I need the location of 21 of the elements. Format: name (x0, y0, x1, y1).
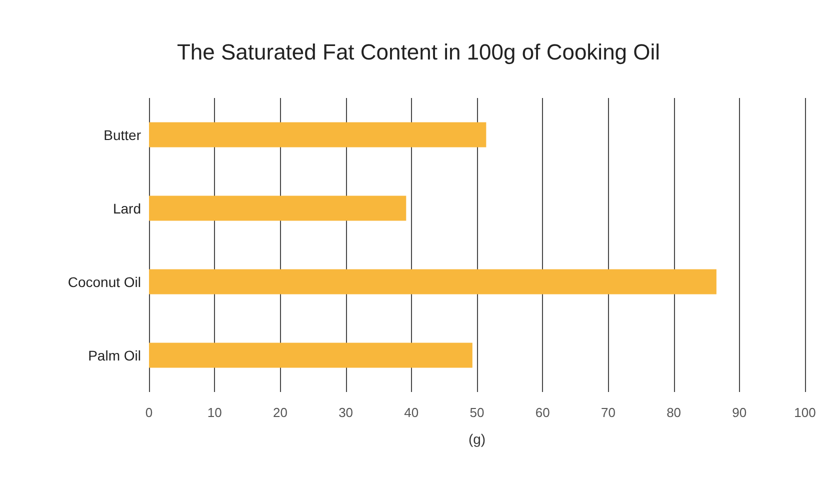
x-tick-label: 90 (732, 405, 747, 420)
bar (149, 196, 406, 221)
x-tick-label: 80 (666, 405, 682, 420)
x-tick-label: 20 (272, 405, 288, 420)
x-tick-label: 10 (207, 405, 222, 420)
x-axis-title: (g) (468, 431, 486, 447)
y-tick-label: Butter (104, 126, 142, 143)
chart-title: The Saturated Fat Content in 100g of Cooking Oil (176, 40, 660, 64)
x-tick-label: 50 (470, 405, 484, 420)
y-tick-label: Coconut Oil (68, 274, 141, 290)
x-tick-label: 40 (404, 405, 419, 420)
bar (149, 122, 486, 148)
x-tick-label: 70 (600, 405, 616, 420)
bar (149, 269, 716, 294)
x-tick-label: 100 (794, 405, 816, 420)
y-tick-label: Lard (112, 200, 141, 216)
y-tick-label: Palm Oil (88, 347, 141, 364)
bar (149, 342, 472, 368)
x-tick-label: 0 (145, 405, 153, 420)
x-tick-label: 60 (535, 405, 550, 420)
x-tick-label: 30 (338, 405, 354, 420)
